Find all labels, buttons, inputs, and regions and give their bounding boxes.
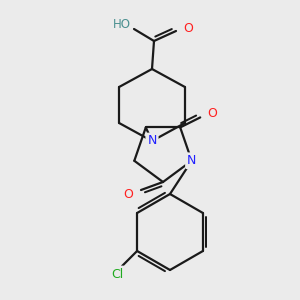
Text: O: O xyxy=(183,22,193,35)
Text: HO: HO xyxy=(113,17,131,31)
Text: N: N xyxy=(187,154,196,167)
Text: Cl: Cl xyxy=(111,268,123,281)
Text: O: O xyxy=(123,188,133,200)
Text: N: N xyxy=(147,134,157,148)
Text: O: O xyxy=(207,107,217,120)
